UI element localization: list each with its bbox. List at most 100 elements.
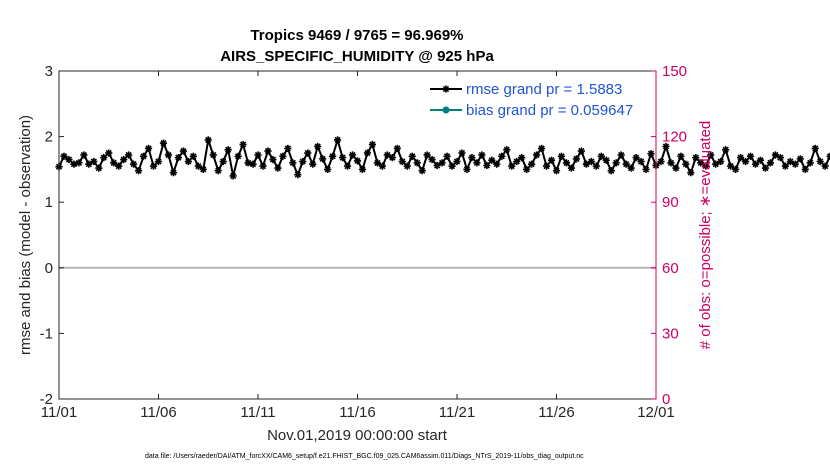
rmse-point [219,157,227,166]
rmse-point [592,162,600,170]
rmse-point [702,162,710,170]
rmse-point [687,169,695,177]
rmse-point [224,146,232,154]
rmse-point [189,152,197,160]
y-tick-label-right: 150 [662,63,687,80]
x-tick-label: 11/21 [439,404,475,421]
x-tick-label: 11/16 [339,404,375,421]
rmse-point [314,142,322,151]
rmse-point [179,147,187,155]
rmse-point [60,152,68,160]
rmse-point [587,157,595,166]
rmse-point [637,157,645,166]
rmse-point [518,153,526,162]
rmse-point [388,153,396,162]
rmse-point [115,162,123,170]
y-tick-label-right: 90 [662,194,679,211]
rmse-point [299,157,307,166]
y-tick-label-left: 2 [45,129,53,146]
rmse-point [234,152,242,160]
rmse-point [80,151,88,159]
y-tick-label-left: -1 [40,325,53,342]
rmse-point [75,159,83,167]
rmse-point [468,153,476,162]
rmse-point [373,159,381,167]
rmse-point [229,172,237,180]
rmse-point [612,159,620,167]
rmse-point [413,159,421,167]
rmse-point [443,152,451,160]
rmse-point [533,151,541,159]
rmse-point [264,147,272,155]
rmse-point [324,165,332,173]
rmse-point [786,157,794,166]
y-tick-label-right: 0 [662,391,670,408]
rmse-point [433,161,441,170]
rmse-point [184,157,192,166]
rmse-point [617,151,625,159]
rmse-point [144,144,153,153]
rmse-point [662,142,670,151]
rmse-point [403,162,411,170]
rmse-point [463,165,471,173]
rmse-point [741,157,750,166]
legend-rmse-star [442,85,450,93]
rmse-point [478,151,486,159]
rmse-point [319,155,327,163]
x-tick-label: 11/26 [538,404,574,421]
rmse-point [572,155,580,163]
rmse-point [209,151,217,159]
rmse-point [597,152,605,160]
rmse-point [528,160,536,168]
rmse-point [727,162,735,170]
rmse-point [657,157,665,166]
y-tick-label-right: 60 [662,260,679,277]
rmse-point [736,153,745,162]
rmse-point [383,151,391,159]
legend: rmse grand pr = 1.5883 bias grand pr = 0… [430,81,633,119]
rmse-point [682,160,690,168]
rmse-point [304,149,312,157]
rmse-point [368,140,377,149]
chart-title-line2: AIRS_SPECIFIC_HUMIDITY @ 925 hPa [220,48,494,65]
rmse-point [473,159,481,167]
rmse-point [135,167,143,175]
rmse-point [547,156,556,164]
rmse-point [294,171,302,179]
rmse-point [821,162,829,170]
rmse-point [667,159,675,167]
rmse-point [254,151,262,159]
rmse-point [766,159,775,167]
rmse-point [503,146,511,154]
rmse-point [105,149,113,157]
rmse-point [100,153,108,162]
rmse-point [776,153,784,162]
rmse-point [632,153,640,162]
rmse-point [562,159,571,167]
rmse-point [244,159,252,167]
rmse-point [159,139,168,147]
rmse-point [343,162,352,170]
rmse-point [557,152,566,160]
rmse-point [204,136,212,144]
y-tick-label-left: 0 [45,260,53,277]
y-axis-left-label: rmse and bias (model - observation) [17,115,34,355]
legend-rmse-label: rmse grand pr = 1.5883 [466,81,622,98]
rmse-point [378,162,386,170]
rmse-point [771,151,779,159]
rmse-point [309,160,317,168]
y-tick-label-left: 1 [45,194,53,211]
rmse-point [677,152,685,160]
rmse-point [199,165,207,173]
rmse-point [164,151,173,159]
rmse-point [697,159,705,167]
rmse-point [398,157,406,166]
rmse-point [334,136,342,144]
rmse-point [418,167,426,175]
rmse-point [130,160,138,168]
rmse-point [672,164,680,172]
rmse-point [523,165,531,173]
y-tick-label-right: 120 [662,129,687,146]
plot-area [59,71,656,399]
